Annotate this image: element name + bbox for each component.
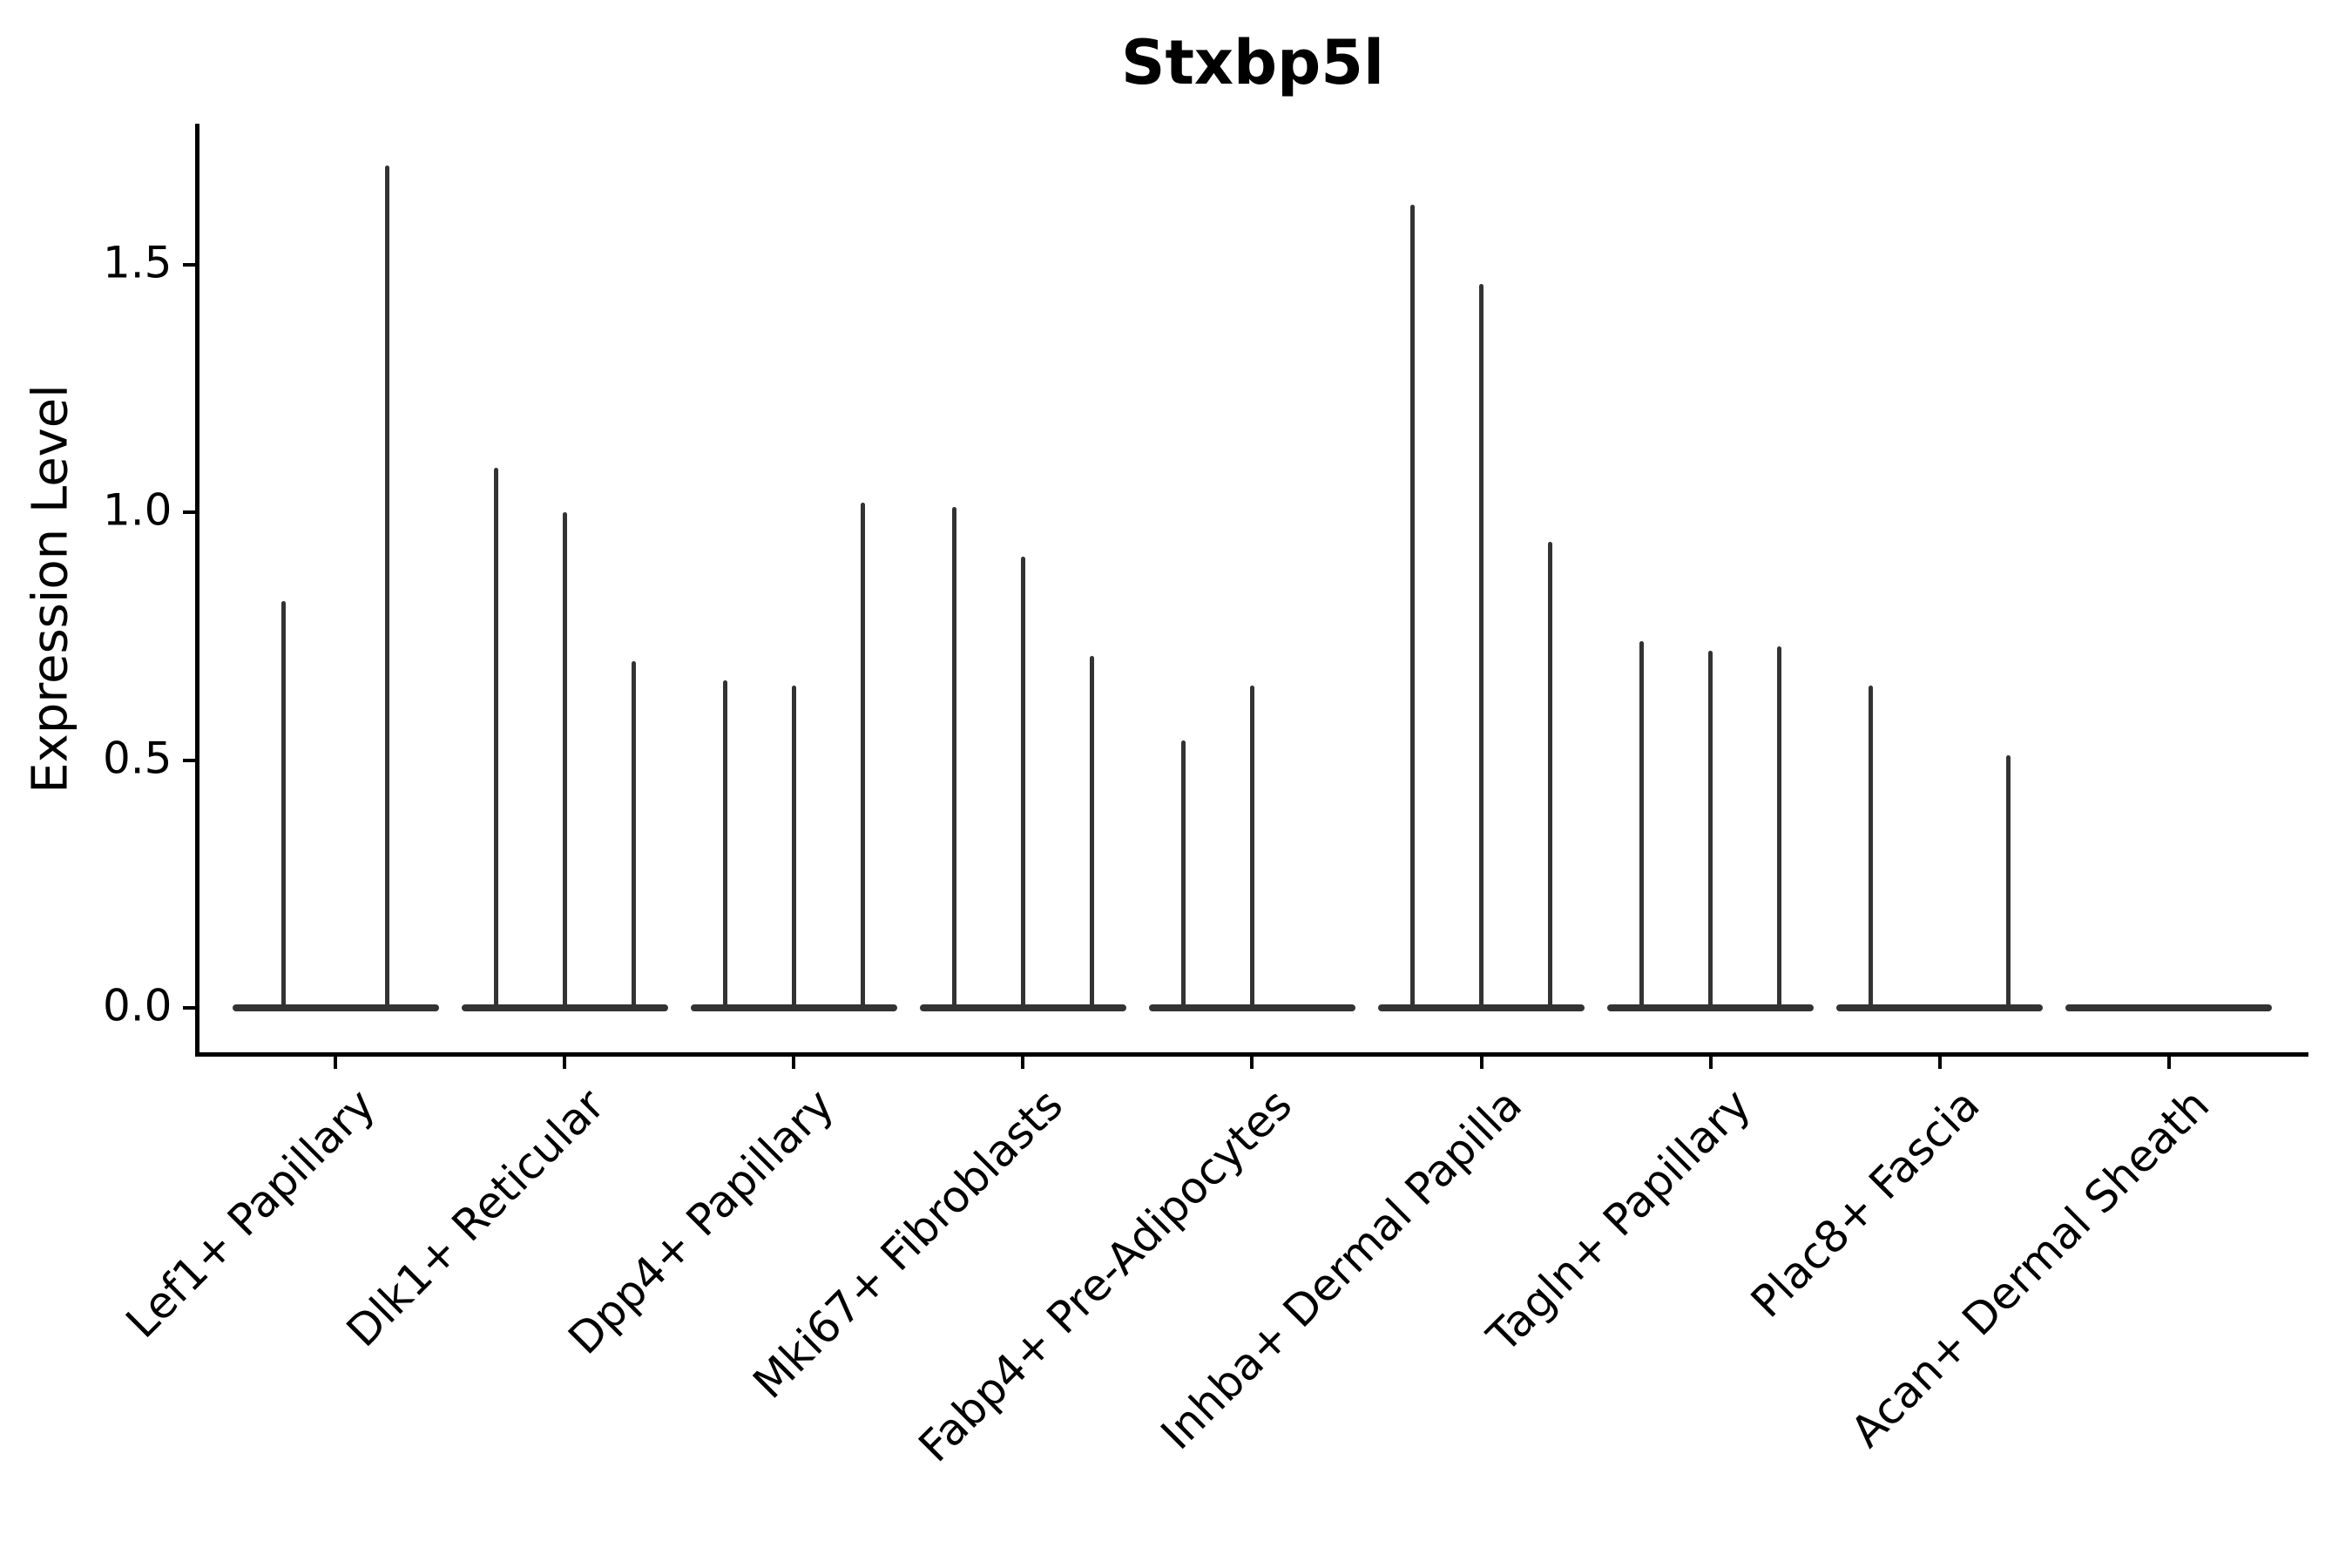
violin-baseline [1607,1004,1815,1011]
violin-baseline [1148,1004,1355,1011]
x-tick-mark [1250,1056,1254,1069]
x-axis-spine [194,1051,2308,1057]
chart-title: Stxbp5l [1121,27,1384,98]
violin-spike [631,660,636,1008]
violin-spike [722,680,727,1008]
y-tick-label: 0.0 [102,980,172,1031]
violin-spike [1548,542,1552,1008]
violin-spike [951,507,956,1008]
violin-spike [562,512,567,1008]
x-tick-mark [2166,1056,2171,1069]
violin-spike [1089,656,1094,1008]
y-axis-spine [194,124,199,1057]
x-tick-mark [1479,1056,1484,1069]
violin-spike [791,686,796,1008]
violin-spike [1777,645,1782,1008]
x-tick-mark [334,1056,337,1069]
violin-baseline [1378,1004,1585,1011]
y-tick-mark [182,1006,195,1010]
x-tick-mark [1937,1056,1942,1069]
violin-spike [1410,205,1415,1008]
violin-spike [1180,740,1186,1008]
violin-spike [1249,686,1254,1008]
x-tick-label: Lef1+ Papillary [116,1078,386,1348]
violin-spike [1708,651,1713,1008]
violin-spike [2006,754,2011,1008]
x-tick-label: Fabp4+ Pre-Adipocytes [909,1078,1302,1472]
y-tick-label: 1.0 [102,484,172,536]
y-tick-mark [182,510,195,514]
violin-baseline [232,1004,439,1011]
violin-spike [860,502,865,1008]
violin-baseline [919,1004,1126,1011]
y-tick-mark [182,262,195,267]
y-tick-label: 0.5 [102,733,172,784]
x-tick-mark [1021,1056,1025,1069]
violin-baseline [690,1004,897,1011]
violin-spike [1020,557,1025,1008]
violin-spike [1869,686,1874,1008]
y-tick-label: 1.5 [102,237,172,288]
violin-baseline [1836,1004,2044,1011]
violin-baseline [2065,1004,2273,1011]
x-tick-label: Plac8+ Fascia [1740,1078,1990,1328]
x-tick-mark [563,1056,567,1069]
violin-baseline [461,1004,668,1011]
y-axis-label: Expression Level [22,384,79,794]
violin-spike [384,165,389,1008]
violin-spike [281,601,287,1008]
x-tick-mark [1708,1056,1713,1069]
x-tick-mark [792,1056,796,1069]
y-tick-mark [182,758,195,762]
violin-spike [493,467,498,1008]
violin-spike [1479,284,1484,1008]
violin-spike [1639,640,1645,1008]
